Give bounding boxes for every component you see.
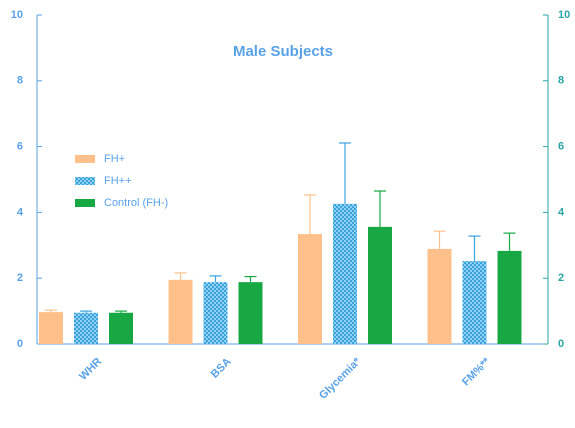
legend-label: FH++	[104, 175, 132, 187]
y-tick-label: 2	[17, 272, 23, 284]
y-tick-label: 4	[17, 206, 24, 218]
y2-tick-label: 4	[558, 206, 565, 218]
y2-tick-label: 6	[558, 141, 564, 153]
y-tick-label: 10	[11, 9, 23, 21]
x-tick-label: BSA	[209, 356, 234, 381]
y2-tick-label: 10	[558, 9, 570, 21]
x-tick-label: WHR	[77, 356, 104, 383]
y2-tick-label: 8	[558, 75, 564, 87]
bar	[333, 203, 357, 344]
x-tick-label: Glycemia*	[317, 355, 364, 402]
bar	[109, 312, 133, 344]
bar	[427, 248, 452, 344]
chart-title: Male Subjects	[233, 43, 333, 60]
bar	[168, 279, 193, 344]
legend-label: Control (FH-)	[104, 197, 168, 209]
bar	[497, 250, 522, 344]
y2-tick-label: 2	[558, 272, 564, 284]
legend-swatch	[75, 199, 95, 207]
bar	[74, 312, 98, 344]
bar	[298, 234, 322, 344]
bar	[203, 282, 228, 344]
x-tick-label: FM%**	[460, 355, 493, 388]
legend-swatch	[75, 177, 95, 185]
y2-tick-label: 0	[558, 338, 564, 350]
bar	[39, 312, 63, 344]
bar	[238, 282, 263, 344]
bar	[368, 226, 392, 344]
y-tick-label: 6	[17, 141, 23, 153]
y-tick-label: 8	[17, 75, 23, 87]
y-tick-label: 0	[17, 338, 23, 350]
legend-swatch	[75, 155, 95, 163]
legend-label: FH+	[104, 153, 125, 165]
bar	[462, 261, 487, 344]
